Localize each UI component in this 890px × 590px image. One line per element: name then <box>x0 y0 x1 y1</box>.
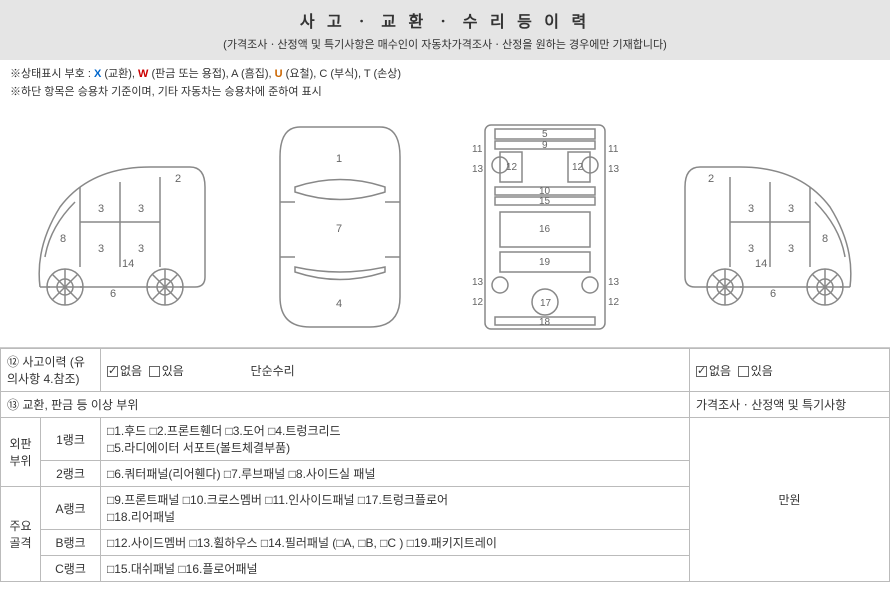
svg-text:2: 2 <box>708 173 714 185</box>
svg-text:3: 3 <box>138 203 144 215</box>
rank1-items: □1.후드 □2.프론트휀더 □3.도어 □4.트렁크리드 □5.라디에이터 서… <box>101 418 690 461</box>
chk-accident-none[interactable] <box>107 366 118 377</box>
svg-text:15: 15 <box>539 196 551 207</box>
svg-text:11: 11 <box>472 144 483 155</box>
legend-section: ※상태표시 부호 : X (교환), W (판금 또는 용접), A (흠집),… <box>0 60 890 107</box>
chk-repair-yes[interactable] <box>738 366 749 377</box>
svg-text:13: 13 <box>472 277 484 288</box>
row12-options2-cell: 없음 있음 <box>690 349 890 392</box>
svg-text:7: 7 <box>336 223 342 235</box>
svg-text:12: 12 <box>472 297 484 308</box>
row12-options-cell: 없음 있음 단순수리 <box>101 349 690 392</box>
svg-text:3: 3 <box>788 243 794 255</box>
rankA-items: □9.프론트패널 □10.크로스멤버 □11.인사이드패널 □17.트렁크플로어… <box>101 487 690 530</box>
history-table: ⑫ 사고이력 (유의사항 4.참조) 없음 있음 단순수리 없음 있음 ⑬ 교환… <box>0 348 890 582</box>
diagram-underbody: 59 1111 1313 1212 1015 1619 1313 1212 17… <box>460 117 630 337</box>
svg-text:11: 11 <box>608 144 619 155</box>
svg-text:3: 3 <box>748 243 754 255</box>
svg-text:3: 3 <box>748 203 754 215</box>
rankB-label: B랭크 <box>41 530 101 556</box>
page-subtitle: (가격조사ㆍ산정액 및 특기사항은 매수인이 자동차가격조사ㆍ산정을 원하는 경… <box>0 36 890 52</box>
svg-text:6: 6 <box>770 288 776 300</box>
svg-text:18: 18 <box>539 317 551 328</box>
svg-text:13: 13 <box>608 277 620 288</box>
svg-text:3: 3 <box>138 243 144 255</box>
chk-accident-yes[interactable] <box>149 366 160 377</box>
rankB-items: □12.사이드멤버 □13.휠하우스 □14.필러패널 (□A, □B, □C … <box>101 530 690 556</box>
chk-repair-none[interactable] <box>696 366 707 377</box>
svg-text:13: 13 <box>472 164 484 175</box>
svg-text:3: 3 <box>788 203 794 215</box>
svg-text:17: 17 <box>540 298 552 309</box>
price-cell: 만원 <box>690 418 890 582</box>
header-section: 사 고 ㆍ 교 환 ㆍ 수 리 등 이 력 (가격조사ㆍ산정액 및 특기사항은 … <box>0 0 890 60</box>
row12-label-cell: ⑫ 사고이력 (유의사항 4.참조) <box>1 349 101 392</box>
svg-text:8: 8 <box>60 233 66 245</box>
svg-text:12: 12 <box>572 162 584 173</box>
car-diagrams: 28 33 33 146 174 <box>0 107 890 348</box>
row13-label-cell: ⑬ 교환, 판금 등 이상 부위 <box>1 392 690 418</box>
rank2-label: 2랭크 <box>41 461 101 487</box>
svg-text:12: 12 <box>608 297 620 308</box>
svg-text:3: 3 <box>98 203 104 215</box>
page-title: 사 고 ㆍ 교 환 ㆍ 수 리 등 이 력 <box>0 8 890 32</box>
diagram-side-right: 2 8 3 3 3 3 14 6 <box>670 127 870 327</box>
svg-text:9: 9 <box>542 140 548 151</box>
rankC-label: C랭크 <box>41 556 101 582</box>
diagram-top: 1 7 4 <box>260 117 420 337</box>
svg-text:19: 19 <box>539 257 551 268</box>
diagram-side-left: 2 8 3 3 3 3 14 6 <box>20 127 220 327</box>
svg-text:4: 4 <box>336 298 342 310</box>
rank1-label: 1랭크 <box>41 418 101 461</box>
svg-text:12: 12 <box>506 162 518 173</box>
svg-text:8: 8 <box>822 233 828 245</box>
section-num-12: ⑫ <box>7 355 19 369</box>
svg-text:14: 14 <box>122 258 134 270</box>
frame-group: 주요 골격 <box>1 487 41 582</box>
rankC-items: □15.대쉬패널 □16.플로어패널 <box>101 556 690 582</box>
svg-text:5: 5 <box>542 129 548 140</box>
exterior-group: 외판 부위 <box>1 418 41 487</box>
svg-text:3: 3 <box>98 243 104 255</box>
legend-line1: ※상태표시 부호 : X (교환), W (판금 또는 용접), A (흠집),… <box>10 66 880 84</box>
svg-text:6: 6 <box>110 288 116 300</box>
row13-right-cell: 가격조사ㆍ산정액 및 특기사항 <box>690 392 890 418</box>
svg-text:14: 14 <box>755 258 767 270</box>
svg-text:16: 16 <box>539 224 551 235</box>
svg-text:1: 1 <box>336 153 342 165</box>
rankA-label: A랭크 <box>41 487 101 530</box>
legend-line2: ※하단 항목은 승용차 기준이며, 기타 자동차는 승용차에 준하여 표시 <box>10 84 880 102</box>
rank2-items: □6.쿼터패널(리어휀다) □7.루브패널 □8.사이드실 패널 <box>101 461 690 487</box>
svg-text:13: 13 <box>608 164 620 175</box>
section-num-13: ⑬ <box>7 398 19 412</box>
svg-text:2: 2 <box>175 173 181 185</box>
